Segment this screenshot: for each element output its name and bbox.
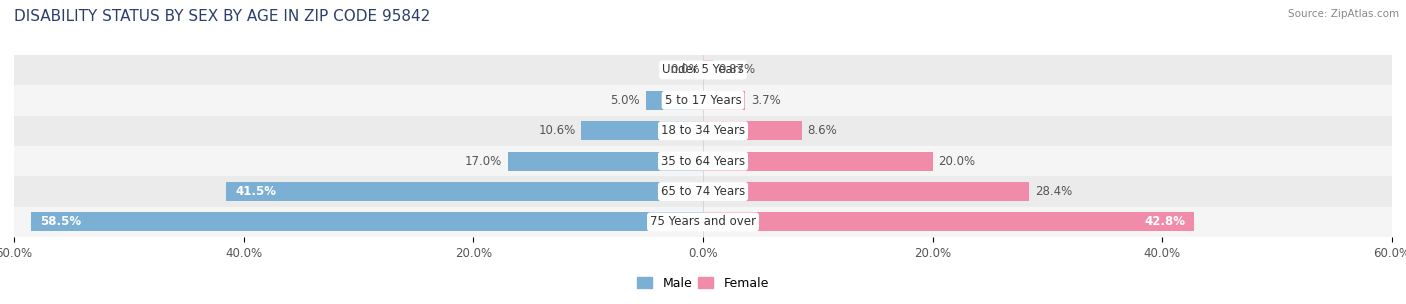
Bar	[14, 85, 1392, 116]
Bar	[703, 212, 1195, 231]
Text: 35 to 64 Years: 35 to 64 Years	[661, 155, 745, 168]
Text: 0.0%: 0.0%	[669, 64, 700, 76]
Text: 58.5%: 58.5%	[41, 216, 82, 228]
Bar	[14, 146, 1392, 176]
Text: 65 to 74 Years: 65 to 74 Years	[661, 185, 745, 198]
Text: 20.0%: 20.0%	[938, 155, 976, 168]
Bar	[703, 91, 745, 110]
Bar	[14, 55, 1392, 85]
Bar	[703, 121, 801, 140]
Text: Source: ZipAtlas.com: Source: ZipAtlas.com	[1288, 9, 1399, 19]
Text: 10.6%: 10.6%	[538, 124, 575, 137]
Bar	[31, 212, 703, 231]
Bar	[14, 176, 1392, 207]
Text: 5 to 17 Years: 5 to 17 Years	[665, 94, 741, 107]
Text: 75 Years and over: 75 Years and over	[650, 216, 756, 228]
Bar	[226, 182, 703, 201]
Text: 17.0%: 17.0%	[465, 155, 502, 168]
Text: 0.87%: 0.87%	[718, 64, 756, 76]
Text: 18 to 34 Years: 18 to 34 Years	[661, 124, 745, 137]
Text: 28.4%: 28.4%	[1035, 185, 1073, 198]
Text: 3.7%: 3.7%	[751, 94, 780, 107]
Bar	[14, 116, 1392, 146]
Text: 41.5%: 41.5%	[236, 185, 277, 198]
Text: 42.8%: 42.8%	[1144, 216, 1185, 228]
Text: 8.6%: 8.6%	[807, 124, 837, 137]
Bar	[581, 121, 703, 140]
Bar	[508, 152, 703, 171]
Legend: Male, Female: Male, Female	[633, 272, 773, 295]
Bar	[645, 91, 703, 110]
Bar	[703, 60, 713, 79]
Bar	[703, 152, 932, 171]
Bar	[703, 182, 1029, 201]
Text: Under 5 Years: Under 5 Years	[662, 64, 744, 76]
Text: DISABILITY STATUS BY SEX BY AGE IN ZIP CODE 95842: DISABILITY STATUS BY SEX BY AGE IN ZIP C…	[14, 9, 430, 24]
Bar	[14, 207, 1392, 237]
Text: 5.0%: 5.0%	[610, 94, 640, 107]
